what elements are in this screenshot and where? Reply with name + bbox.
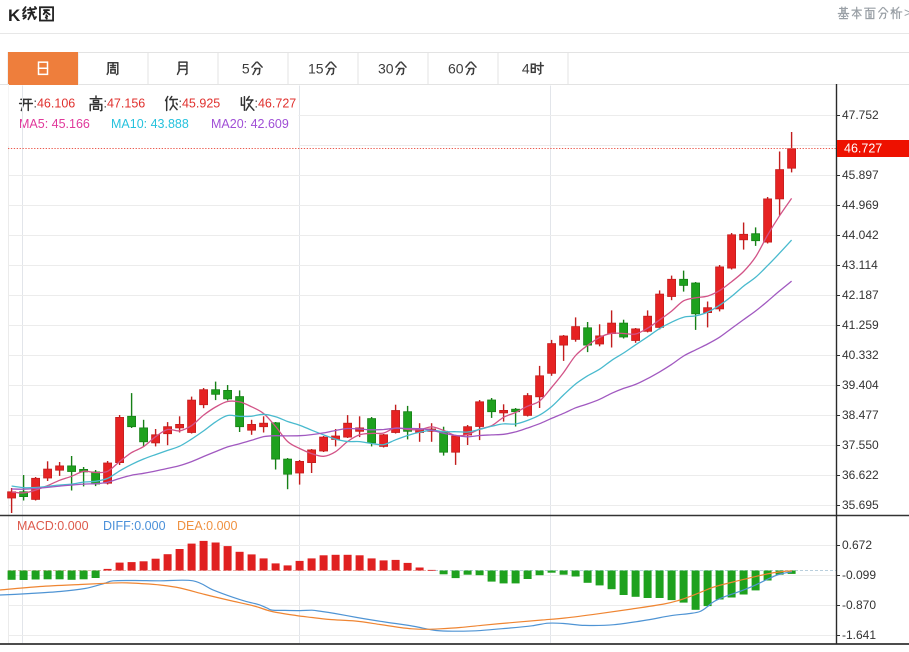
svg-text:36.622: 36.622 <box>842 468 879 482</box>
svg-text:45.897: 45.897 <box>842 168 879 182</box>
svg-text:K: K <box>8 6 21 25</box>
svg-text:44.969: 44.969 <box>842 198 879 212</box>
svg-text:DIFF:0.000: DIFF:0.000 <box>103 519 166 533</box>
svg-text:0.672: 0.672 <box>842 538 872 552</box>
svg-text:MACD:0.000: MACD:0.000 <box>17 519 89 533</box>
svg-text:41.259: 41.259 <box>842 318 879 332</box>
svg-text:42.187: 42.187 <box>842 288 879 302</box>
svg-text:5: 5 <box>242 61 250 77</box>
svg-text:MA5: 45.166: MA5: 45.166 <box>19 117 90 131</box>
svg-text:35.695: 35.695 <box>842 498 879 512</box>
svg-text:15: 15 <box>308 61 324 77</box>
svg-text:39.404: 39.404 <box>842 378 879 392</box>
svg-text:-0.099: -0.099 <box>842 568 876 582</box>
svg-text:40.332: 40.332 <box>842 348 879 362</box>
svg-text::47.156: :47.156 <box>104 97 146 111</box>
svg-text::46.727: :46.727 <box>255 97 297 111</box>
svg-text::46.106: :46.106 <box>34 97 76 111</box>
svg-text:>: > <box>904 5 909 20</box>
svg-text:37.550: 37.550 <box>842 438 879 452</box>
svg-text:DEA:0.000: DEA:0.000 <box>177 519 238 533</box>
svg-text:-1.641: -1.641 <box>842 628 876 642</box>
svg-text:38.477: 38.477 <box>842 408 879 422</box>
svg-text:MA20: 42.609: MA20: 42.609 <box>211 117 289 131</box>
svg-text:47.752: 47.752 <box>842 108 879 122</box>
svg-text:46.727: 46.727 <box>844 142 882 156</box>
svg-text:MA10: 43.888: MA10: 43.888 <box>111 117 189 131</box>
svg-text::45.925: :45.925 <box>179 97 221 111</box>
svg-text:43.114: 43.114 <box>842 258 878 272</box>
svg-text:-0.870: -0.870 <box>842 598 876 612</box>
svg-text:4: 4 <box>522 61 530 77</box>
svg-text:30: 30 <box>378 61 394 77</box>
svg-text:44.042: 44.042 <box>842 228 879 242</box>
svg-text:60: 60 <box>448 61 464 77</box>
